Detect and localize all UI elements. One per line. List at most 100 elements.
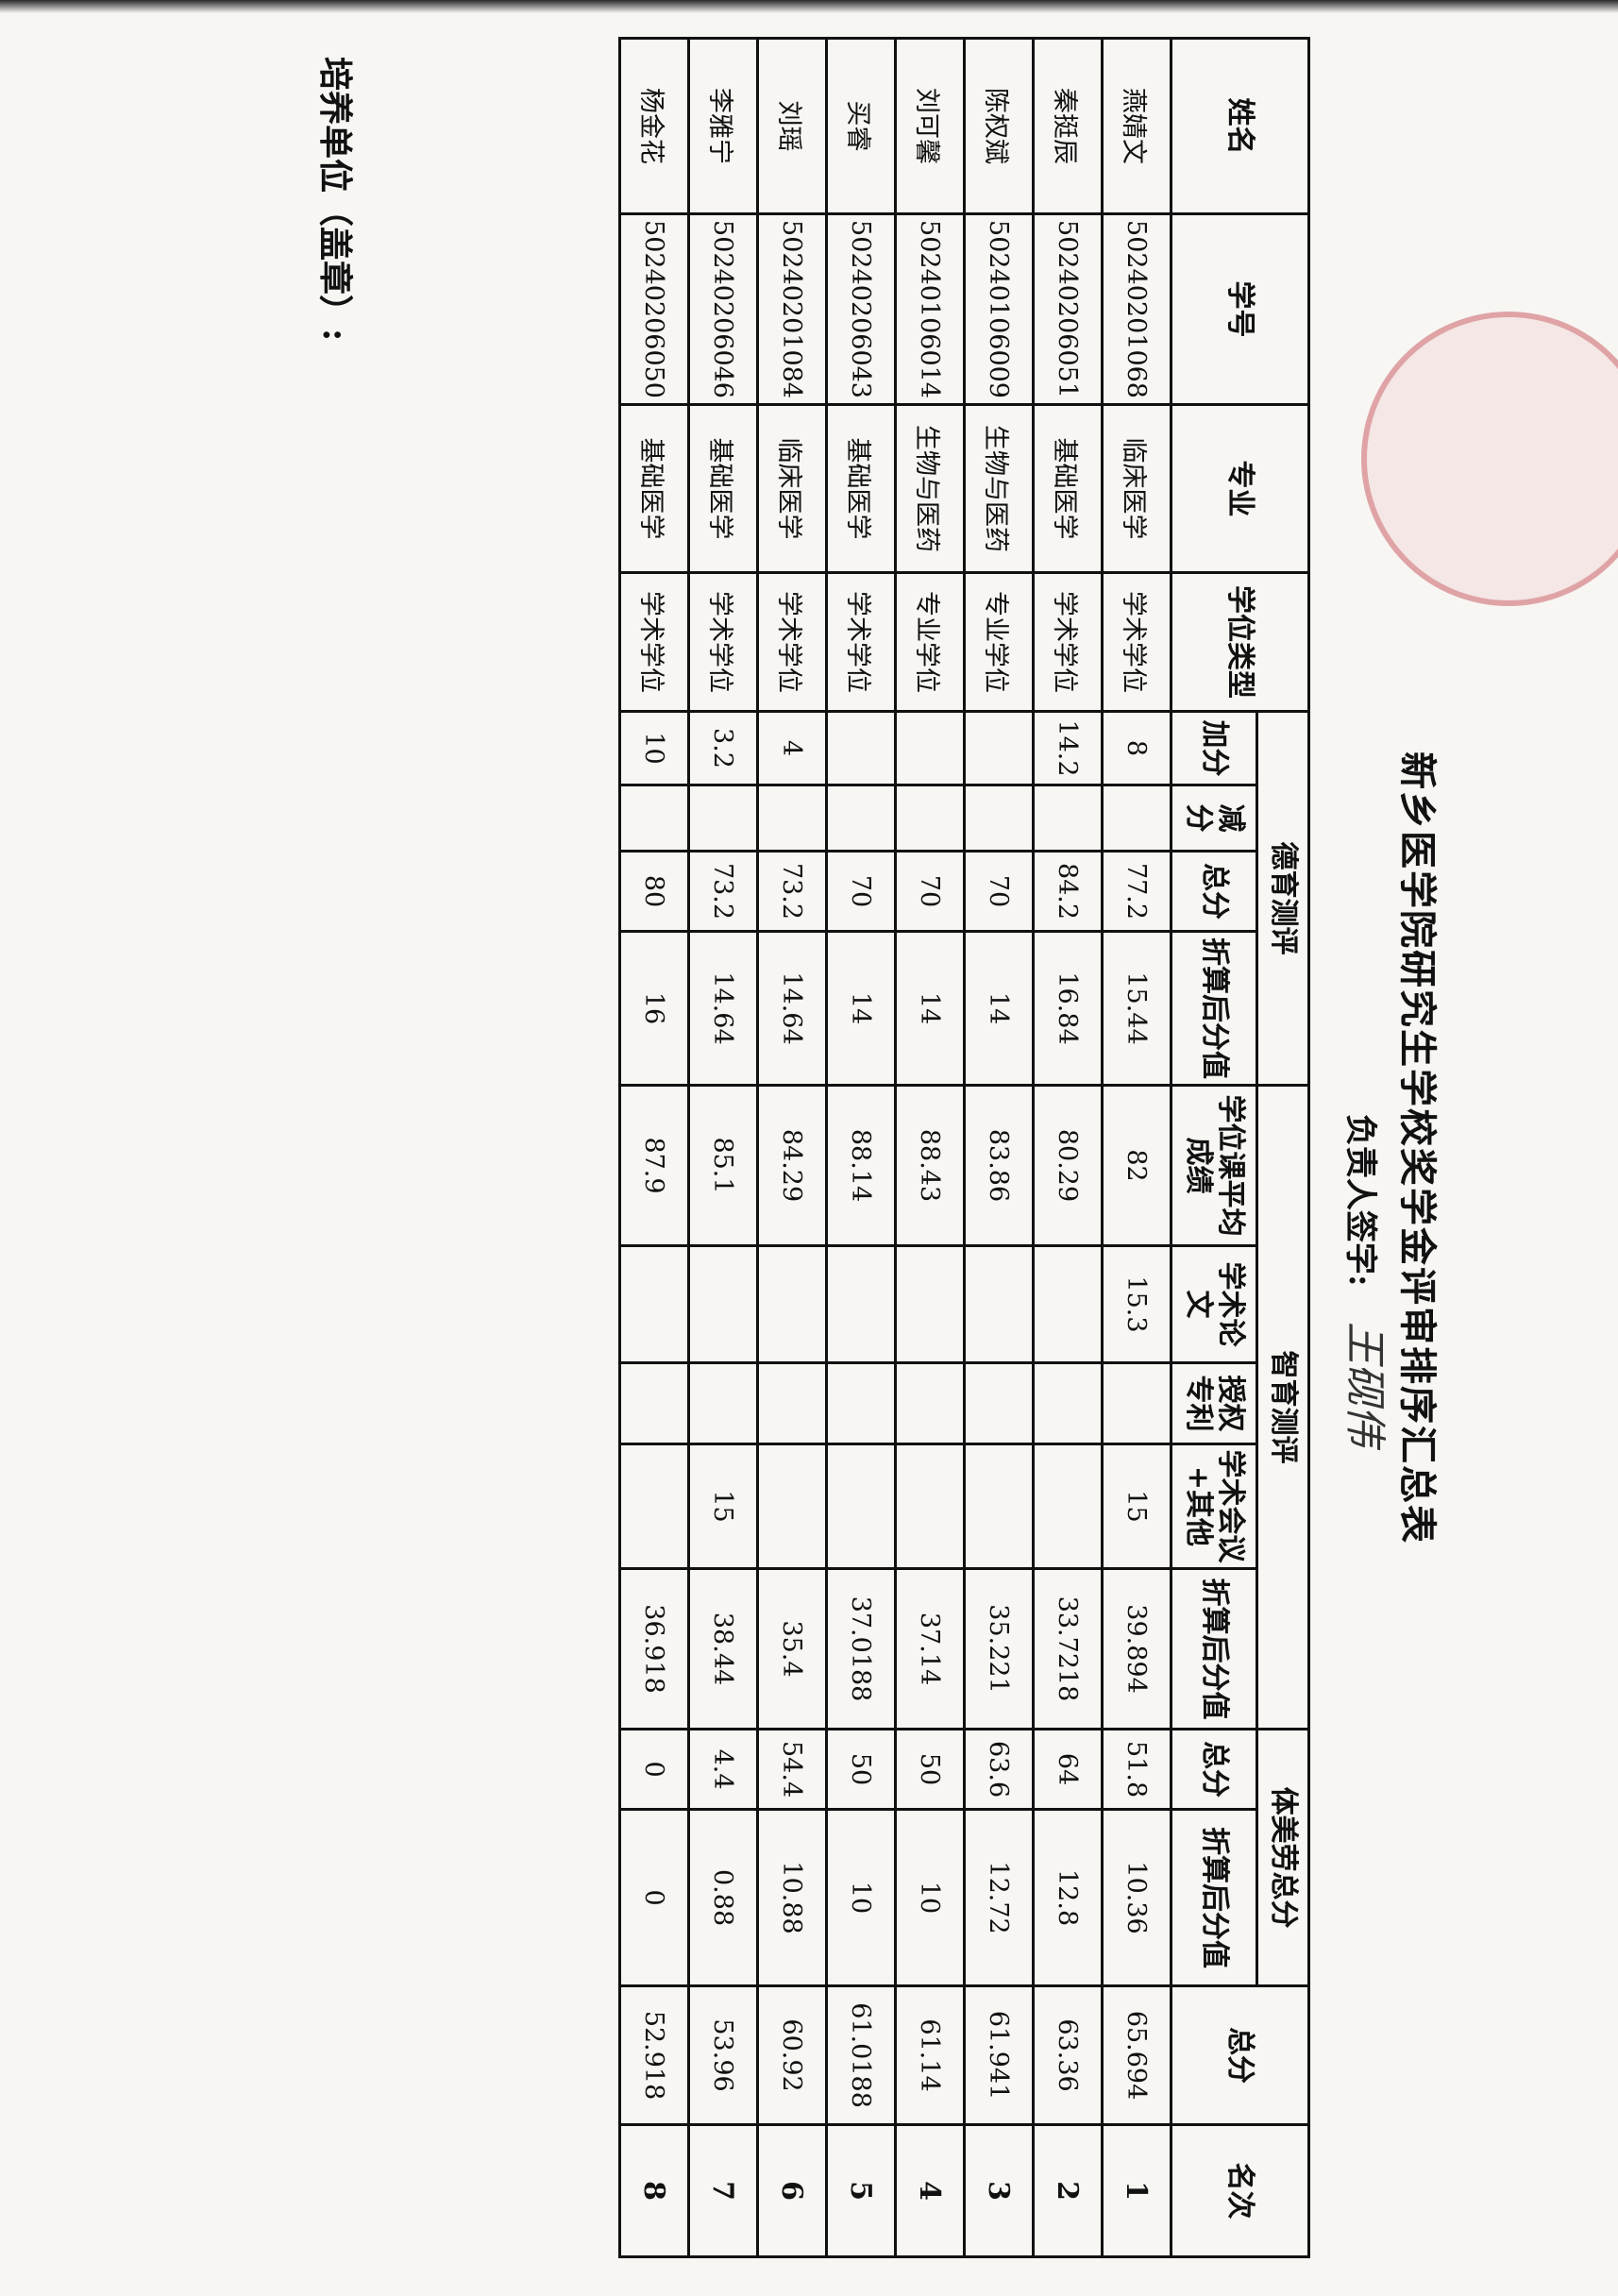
cell-rank: 7 <box>688 2124 758 2257</box>
cell-conf <box>1033 1443 1103 1569</box>
cell-m-conv: 16.84 <box>1033 931 1103 1086</box>
cell-conf <box>964 1443 1034 1569</box>
cell-papers <box>964 1245 1034 1363</box>
cell-degree: 学术学位 <box>757 572 827 712</box>
cell-id: 50240201068 <box>1102 213 1171 405</box>
cell-pe-conv: 0.88 <box>688 1809 758 1986</box>
cell-id: 50240206043 <box>826 213 896 405</box>
cell-name: 李雅宁 <box>688 38 758 214</box>
cell-i-conv: 33.7218 <box>1033 1568 1103 1730</box>
cell-id: 50240106009 <box>964 213 1034 405</box>
cell-i-conv: 37.14 <box>895 1568 965 1730</box>
cell-m-conv: 14.64 <box>757 931 827 1086</box>
cell-patents <box>964 1362 1034 1444</box>
cell-m-conv: 16 <box>619 931 689 1086</box>
header-moral-converted: 折算后分值 <box>1171 931 1257 1086</box>
cell-course: 82 <box>1102 1085 1171 1246</box>
cell-papers <box>826 1245 896 1363</box>
cell-rank: 6 <box>757 2124 827 2257</box>
header-conference-other: 学术会议+其他 <box>1171 1443 1257 1569</box>
cell-course: 80.29 <box>1033 1085 1103 1246</box>
cell-id: 50240201084 <box>757 213 827 405</box>
cell-degree: 学术学位 <box>1033 572 1103 712</box>
header-student-id: 学号 <box>1171 213 1309 405</box>
cell-degree: 学术学位 <box>826 572 896 712</box>
header-course-avg: 学位课平均成绩 <box>1171 1085 1257 1246</box>
cell-major: 基础医学 <box>688 404 758 573</box>
cell-pe-total: 63.6 <box>964 1729 1034 1810</box>
cell-papers <box>895 1245 965 1363</box>
cell-total: 53.96 <box>688 1985 758 2125</box>
table-row: 刘可馨 50240106014 生物与医药 专业学位 70 14 88.43 37.14 50 1… <box>895 38 965 2257</box>
cell-pe-total: 54.4 <box>757 1729 827 1810</box>
header-moral-group: 德育测评 <box>1256 711 1309 1086</box>
cell-id: 50240106014 <box>895 213 965 405</box>
cell-papers <box>1033 1245 1103 1363</box>
cell-patents <box>826 1362 896 1444</box>
header-patents: 授权专利 <box>1171 1362 1257 1444</box>
cell-m-conv: 14 <box>895 931 965 1086</box>
header-moral-total: 总分 <box>1171 851 1257 932</box>
header-pe-converted: 折算后分值 <box>1171 1809 1257 1986</box>
cell-degree: 专业学位 <box>895 572 965 712</box>
cell-papers <box>757 1245 827 1363</box>
cell-course: 84.29 <box>757 1085 827 1246</box>
cell-m-conv: 14 <box>964 931 1034 1086</box>
cell-pe-total: 50 <box>826 1729 896 1810</box>
header-degree-type: 学位类型 <box>1171 572 1309 712</box>
cell-deduct <box>757 785 827 852</box>
cell-papers <box>688 1245 758 1363</box>
cell-pe-total: 0 <box>619 1729 689 1810</box>
cell-total: 61.14 <box>895 1985 965 2125</box>
cell-course: 88.14 <box>826 1085 896 1246</box>
cell-conf <box>619 1443 689 1569</box>
table-row: 刘瑶 50240201084 临床医学 学术学位 4 73.2 14.64 84.29 35.4… <box>757 38 827 2257</box>
cell-major: 生物与医药 <box>964 404 1034 573</box>
scholarship-ranking-table: 姓名 学号 专业 学位类型 德育测评 智育测评 体美劳总分 总分 名次 加分 减… <box>618 37 1310 2258</box>
cell-degree: 专业学位 <box>964 572 1034 712</box>
header-name: 姓名 <box>1171 38 1309 214</box>
cell-pe-total: 4.4 <box>688 1729 758 1810</box>
cell-m-total: 70 <box>964 851 1034 932</box>
cell-major: 基础医学 <box>826 404 896 573</box>
cell-pe-conv: 10.88 <box>757 1809 827 1986</box>
cell-total: 63.36 <box>1033 1985 1103 2125</box>
signer-label: 负责人签字: <box>1341 1114 1379 1287</box>
cell-course: 83.86 <box>964 1085 1034 1246</box>
header-grand-total: 总分 <box>1171 1985 1309 2125</box>
header-major: 专业 <box>1171 404 1309 573</box>
cell-bonus <box>964 711 1034 785</box>
cell-bonus: 10 <box>619 711 689 785</box>
cell-patents <box>1033 1362 1103 1444</box>
cell-id: 50240206046 <box>688 213 758 405</box>
cell-total: 52.918 <box>619 1985 689 2125</box>
cell-i-conv: 38.44 <box>688 1568 758 1730</box>
header-pe-total: 总分 <box>1171 1729 1257 1810</box>
cell-pe-total: 50 <box>895 1729 965 1810</box>
cell-m-total: 77.2 <box>1102 851 1171 932</box>
cell-name: 杨金花 <box>619 38 689 214</box>
cell-papers: 15.3 <box>1102 1245 1171 1363</box>
cell-name: 秦挺辰 <box>1033 38 1103 214</box>
table-row: 燕婧文 50240201068 临床医学 学术学位 8 77.2 15.44 82 15.3 15… <box>1102 38 1171 2257</box>
cell-pe-conv: 12.72 <box>964 1809 1034 1986</box>
table-row: 杨金花 50240206050 基础医学 学术学位 10 80 16 87.9 36.918 0 0… <box>619 38 689 2257</box>
cell-deduct <box>964 785 1034 852</box>
cell-i-conv: 36.918 <box>619 1568 689 1730</box>
cell-degree: 学术学位 <box>619 572 689 712</box>
cell-major: 基础医学 <box>619 404 689 573</box>
cell-i-conv: 35.221 <box>964 1568 1034 1730</box>
cell-i-conv: 35.4 <box>757 1568 827 1730</box>
cell-pe-conv: 10 <box>826 1809 896 1986</box>
cell-total: 61.0188 <box>826 1985 896 2125</box>
cell-name: 陈权斌 <box>964 38 1034 214</box>
cell-pe-total: 64 <box>1033 1729 1103 1810</box>
cell-deduct <box>1033 785 1103 852</box>
unit-stamp-label: 培养单位（盖章）: <box>315 57 355 342</box>
cell-rank: 4 <box>895 2124 965 2257</box>
cell-deduct <box>895 785 965 852</box>
cell-rank: 8 <box>619 2124 689 2257</box>
cell-bonus: 14.2 <box>1033 711 1103 785</box>
cell-course: 88.43 <box>895 1085 965 1246</box>
